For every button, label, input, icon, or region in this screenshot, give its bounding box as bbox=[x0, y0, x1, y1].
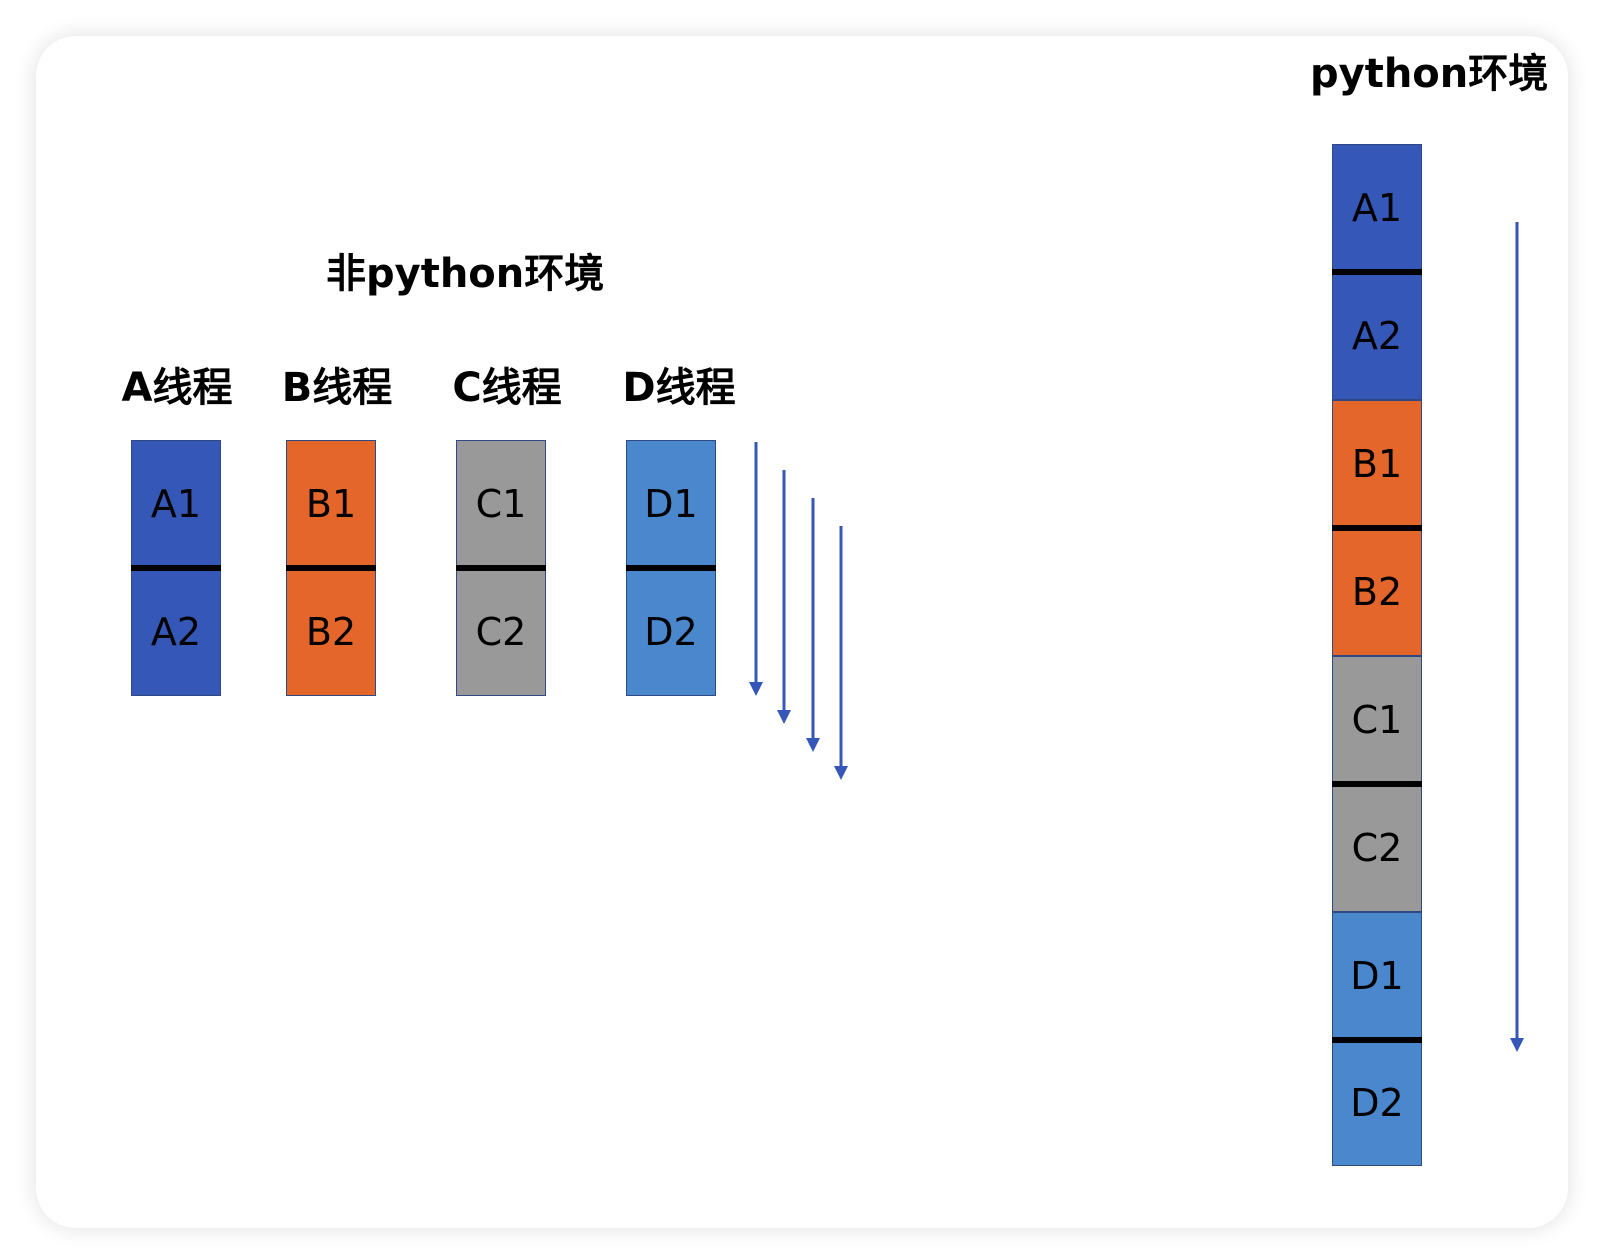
serial-arrow bbox=[1510, 222, 1524, 1052]
block-a2: A2 bbox=[131, 568, 221, 696]
serial-block-c1: C1 bbox=[1332, 656, 1422, 784]
block-d1: D1 bbox=[626, 440, 716, 568]
block-b1: B1 bbox=[286, 440, 376, 568]
block-c2: C2 bbox=[456, 568, 546, 696]
thread-label-b: B线程 bbox=[281, 365, 393, 411]
serial-block-d2: D2 bbox=[1332, 1040, 1422, 1166]
separator bbox=[1332, 269, 1422, 275]
serial-block-d1: D1 bbox=[1332, 912, 1422, 1040]
separator bbox=[626, 565, 716, 571]
separator bbox=[1332, 781, 1422, 787]
thread-label-a: A线程 bbox=[121, 365, 233, 411]
parallel-arrow-1 bbox=[749, 442, 763, 696]
serial-block-c2: C2 bbox=[1332, 784, 1422, 912]
serial-block-b2: B2 bbox=[1332, 528, 1422, 656]
block-d2: D2 bbox=[626, 568, 716, 696]
parallel-arrow-3 bbox=[806, 498, 820, 752]
thread-label-c: C线程 bbox=[452, 365, 562, 411]
block-b2: B2 bbox=[286, 568, 376, 696]
parallel-arrow-2 bbox=[777, 470, 791, 724]
serial-block-a1: A1 bbox=[1332, 144, 1422, 272]
right-title: python环境 bbox=[1310, 51, 1549, 97]
serial-block-a2: A2 bbox=[1332, 272, 1422, 400]
block-c1: C1 bbox=[456, 440, 546, 568]
thread-label-d: D线程 bbox=[622, 365, 736, 411]
left-title: 非python环境 bbox=[326, 251, 605, 297]
separator bbox=[1332, 1037, 1422, 1043]
block-a1: A1 bbox=[131, 440, 221, 568]
separator bbox=[131, 565, 221, 571]
serial-block-b1: B1 bbox=[1332, 400, 1422, 528]
separator bbox=[456, 565, 546, 571]
separator bbox=[1332, 525, 1422, 531]
separator bbox=[286, 565, 376, 571]
parallel-arrow-4 bbox=[834, 526, 848, 780]
